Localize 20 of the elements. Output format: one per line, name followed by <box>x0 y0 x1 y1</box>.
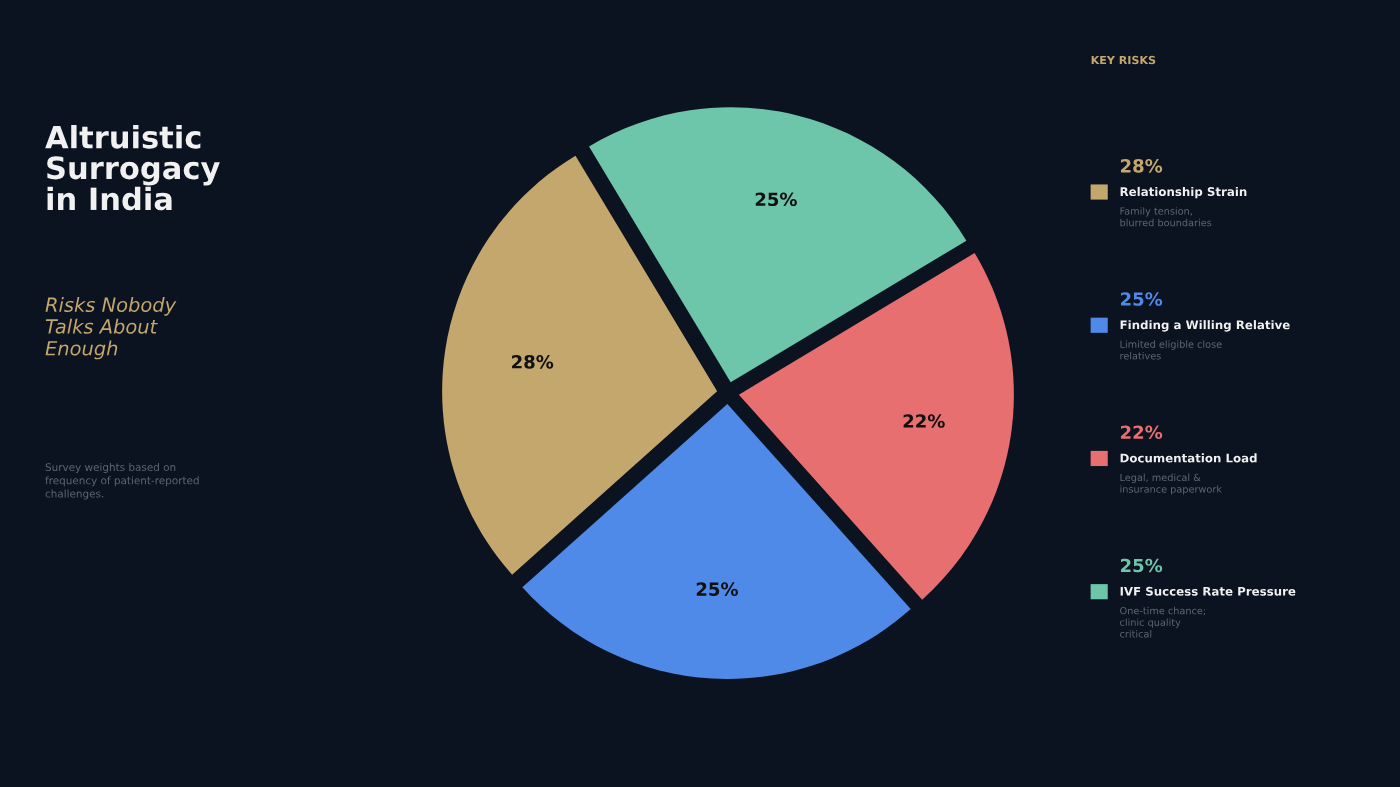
legend-label: Documentation Load <box>1120 453 1257 463</box>
data-label: 25% <box>755 192 797 207</box>
text: Altruistic Surrogacy in India <box>45 125 220 211</box>
legend-title: KEY RISKS <box>1091 55 1156 65</box>
text: 25% <box>1120 292 1163 306</box>
legend-label: Relationship Strain <box>1120 186 1247 199</box>
text: Survey weights based on frequency of patient-reported challenges. <box>45 463 199 500</box>
text: Limited eligible close relatives <box>1120 340 1222 360</box>
text: 28% <box>1120 158 1163 173</box>
data-label: 22% <box>903 414 945 428</box>
text: Family tension, blurred boundaries <box>1120 207 1212 227</box>
data-label: 28% <box>512 354 554 369</box>
text: One-time chance; clinic quality critical <box>1120 606 1205 638</box>
text: Legal, medical & insurance paperwork <box>1120 473 1222 495</box>
text: 22% <box>1120 425 1163 440</box>
legend-label: IVF Success Rate Pressure <box>1120 586 1296 596</box>
data-label: 25% <box>696 582 738 596</box>
text: Risks Nobody Talks About Enough <box>45 297 177 360</box>
legend-label: Finding a Willing Relative <box>1120 320 1290 332</box>
text: 25% <box>1120 558 1163 573</box>
